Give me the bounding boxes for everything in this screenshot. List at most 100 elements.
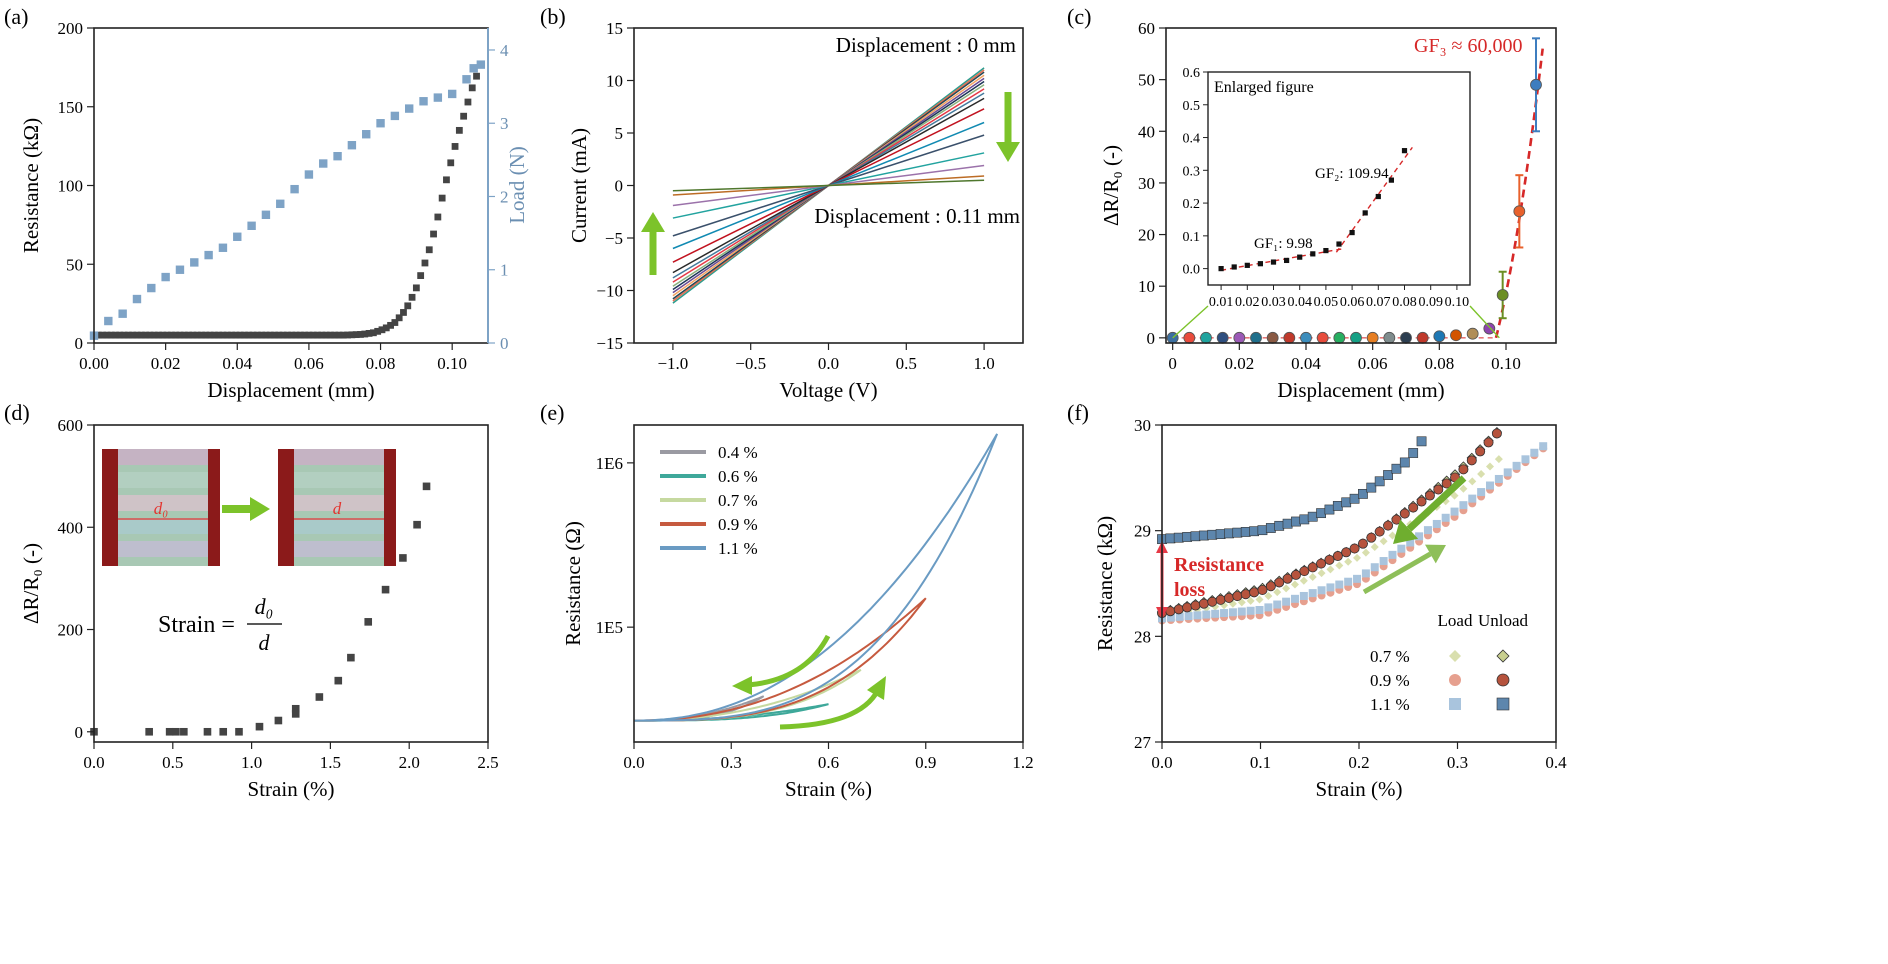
- load-point: [405, 104, 414, 113]
- unload-point: [1307, 511, 1318, 522]
- unload-point: [1391, 514, 1402, 525]
- x-tick-label: 0.6: [818, 753, 839, 772]
- inset-point: [1231, 264, 1237, 270]
- unload-point: [1416, 436, 1427, 447]
- x-tick-label: 2.5: [477, 753, 498, 772]
- load-point: [1477, 469, 1486, 478]
- data-point: [1400, 331, 1412, 344]
- unload-point: [1240, 527, 1251, 537]
- resistance-point: [455, 126, 463, 134]
- y-tick-label: −15: [596, 334, 623, 353]
- resistance-point: [365, 329, 373, 337]
- x-tick-label: 0.3: [1447, 753, 1468, 772]
- resistance-point: [155, 331, 162, 339]
- resistance-point: [262, 331, 270, 339]
- panel-e: (e) 0.4 % 0.6 % 0.7 % 0.9 % 1.1 % 0.0 0.3 0.6 0.9…: [540, 400, 1034, 801]
- resistance-point: [129, 331, 137, 339]
- load-point: [132, 294, 142, 304]
- data-point: [1283, 331, 1296, 344]
- y-tick-label: 400: [58, 518, 84, 537]
- y-tick-label: 50: [66, 255, 83, 274]
- x-tick-label: 1.2: [1012, 753, 1033, 772]
- legend-header-load: Load: [1438, 611, 1473, 630]
- load-point: [1326, 565, 1335, 574]
- micrograph-band: [278, 541, 396, 557]
- resistance-point: [189, 331, 197, 339]
- resistance-point: [412, 284, 420, 292]
- load-arrow: [779, 688, 881, 730]
- load-arrow-head: [867, 676, 886, 700]
- resistance-point: [344, 331, 351, 339]
- load-point: [1379, 537, 1388, 546]
- gf1-label: GF₁: 9.98: [1254, 236, 1313, 252]
- load-point: [1246, 596, 1255, 605]
- y-tick-label: 30: [1134, 416, 1151, 435]
- unload-point: [1366, 482, 1377, 493]
- resistance-point: [236, 331, 244, 339]
- legend-label: 0.7 %: [718, 491, 758, 510]
- y-tick-label: 600: [58, 416, 84, 435]
- inset-y-tick-label: 0.0: [1183, 263, 1201, 278]
- unload-point: [1433, 484, 1444, 495]
- x-axis-label: Displacement (mm): [1277, 378, 1444, 402]
- unload-point: [1383, 470, 1393, 480]
- y-axis-label: ΔR/R₀ (-): [1099, 145, 1123, 226]
- inset-point: [1336, 241, 1342, 247]
- inset-point: [1375, 193, 1381, 200]
- x-tick-label: 0.3: [721, 753, 742, 772]
- micrograph: d: [278, 449, 396, 566]
- y-tick-label: 20: [1138, 226, 1155, 245]
- unload-point: [1274, 520, 1285, 531]
- inset-title: Enlarged figure: [1214, 79, 1314, 96]
- load-point: [1308, 572, 1317, 581]
- data-point: [1216, 331, 1229, 344]
- load-point: [304, 170, 314, 179]
- inset-x-tick-label: 0.01: [1209, 295, 1234, 310]
- panel-f: (f) Resistance loss Load Unload 0.7 % 0.9 % 1.1…: [1067, 400, 1567, 801]
- data-point: [334, 676, 343, 685]
- panel-letter: (c): [1067, 4, 1091, 29]
- data-point: [180, 727, 188, 736]
- legend-load-marker: [1449, 698, 1461, 710]
- data-point: [1466, 327, 1479, 340]
- y-tick-label: 10: [606, 72, 623, 91]
- load-point: [1211, 609, 1220, 618]
- x-tick-label: 0.08: [366, 354, 396, 373]
- data-point: [1250, 331, 1262, 344]
- resistance-point: [137, 331, 145, 339]
- data-point: [165, 727, 174, 736]
- resistance-point: [180, 331, 188, 339]
- data-point: [381, 585, 390, 594]
- unload-point: [1265, 581, 1276, 592]
- resistance-point: [219, 331, 227, 339]
- load-point: [1459, 501, 1468, 510]
- load-point: [462, 75, 471, 84]
- inset-point: [1323, 247, 1329, 254]
- load-point: [1175, 612, 1184, 621]
- unload-point: [1190, 600, 1201, 611]
- y-axis-label: Resistance (kΩ): [1093, 516, 1117, 651]
- x-axis-label: Voltage (V): [779, 378, 877, 402]
- load-point: [347, 141, 357, 150]
- load-point: [1282, 584, 1291, 593]
- resistance-point: [284, 331, 291, 339]
- legend-unload-marker: [1496, 649, 1510, 663]
- resistance-point: [258, 331, 266, 339]
- resistance-point: [387, 321, 394, 329]
- inset-point: [1362, 210, 1368, 216]
- unload-point: [1399, 508, 1410, 519]
- inset-point: [1244, 262, 1250, 268]
- load-point: [218, 243, 228, 252]
- load-point: [1370, 542, 1379, 551]
- micrograph: d₀: [102, 449, 220, 566]
- data-point: [255, 722, 264, 731]
- inset-x-tick-label: 0.08: [1392, 295, 1417, 310]
- load-point: [419, 97, 428, 106]
- panel-c: (c)0.01 0.02 0.03 0.04 0.05 0.06 0.07 0.08 0.09 0…: [1067, 4, 1557, 402]
- zoom-line: [1172, 305, 1209, 339]
- micrograph-band: [102, 518, 220, 534]
- x-tick-label: 0.02: [1224, 354, 1254, 373]
- resistance-point: [430, 230, 437, 238]
- legend-label: 0.4 %: [718, 443, 758, 462]
